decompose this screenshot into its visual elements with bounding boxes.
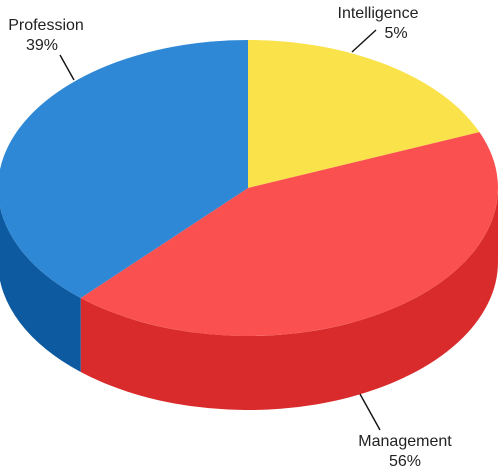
pie-sides: [0, 188, 498, 411]
slice-value-intelligence: 5%: [384, 25, 407, 42]
slice-value-profession: 39%: [26, 37, 58, 54]
slice-label-management: Management: [358, 433, 452, 450]
pie-slice-management: [80, 132, 499, 337]
pie-tops: [0, 40, 499, 337]
slice-value-management: 56%: [389, 453, 421, 470]
slice-label-profession: Profession: [8, 17, 84, 34]
leader-line-management: [359, 393, 381, 431]
slice-label-intelligence: Intelligence: [338, 5, 419, 22]
pie-side-management: [80, 188, 498, 411]
pie-slice-intelligence: [248, 40, 480, 188]
pie-slice-profession: [0, 40, 248, 298]
pie-labels: Intelligence 5% Management 56% Profession 39%: [8, 5, 452, 470]
leader-line-profession: [59, 54, 75, 81]
pie-side-profession: [0, 206, 81, 372]
leader-line-intelligence: [351, 29, 377, 53]
